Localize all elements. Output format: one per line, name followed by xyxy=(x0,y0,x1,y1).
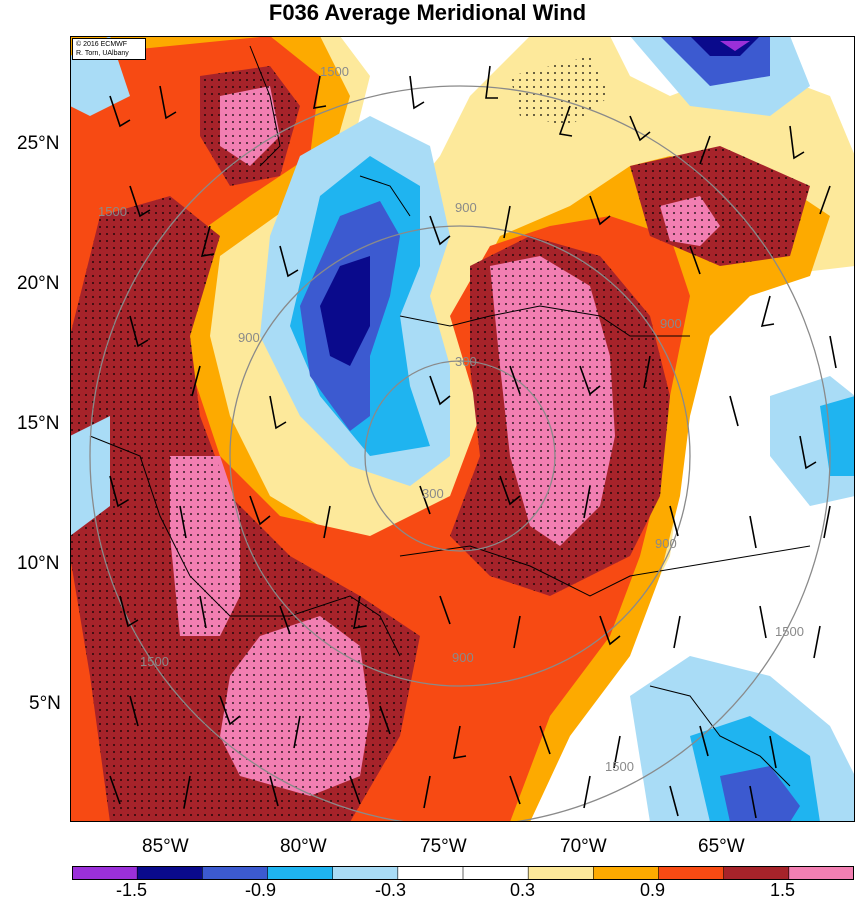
contour-label: 900 xyxy=(655,536,677,551)
contour-label: 1500 xyxy=(605,759,634,774)
lon-label: 65°W xyxy=(698,836,745,857)
colorbar-label: -0.9 xyxy=(245,880,277,900)
contour-label: 1500 xyxy=(98,204,127,219)
colorbar-label: -1.5 xyxy=(116,880,148,900)
contour-label: 900 xyxy=(238,330,260,345)
colorbar-cell xyxy=(136,866,204,880)
colorbar-cell xyxy=(723,866,790,880)
stipple-overlay xyxy=(70,56,810,822)
colorbar-label: 1.5 xyxy=(770,880,796,900)
colorbar-cell xyxy=(267,866,334,880)
lat-label: 20°N xyxy=(17,273,60,294)
colorbar-cell xyxy=(72,866,138,880)
lon-label: 70°W xyxy=(560,836,607,857)
lon-label: 85°W xyxy=(142,836,189,857)
lon-label: 80°W xyxy=(280,836,327,857)
credit-line: © 2016 ECMWF xyxy=(76,41,128,48)
colorbar-label: 0.9 xyxy=(640,880,666,900)
colorbar-cell xyxy=(593,866,660,880)
map-title: F036 Average Meridional Wind xyxy=(268,0,587,25)
lon-label: 75°W xyxy=(420,836,467,857)
credit-box: © 2016 ECMWF R. Torn, UAlbany xyxy=(72,38,146,60)
contour-label: 900 xyxy=(452,650,474,665)
colorbar-cell xyxy=(202,866,269,880)
lat-label: 5°N xyxy=(29,693,61,714)
colorbar-label: -0.3 xyxy=(375,880,407,900)
lat-label: 15°N xyxy=(17,413,60,434)
contour-label: 1500 xyxy=(140,654,169,669)
colorbar-cell xyxy=(397,866,464,880)
geopotential-contours xyxy=(89,85,831,822)
lat-label: 10°N xyxy=(17,553,60,574)
contour-label: 900 xyxy=(455,200,477,215)
credit-line: R. Torn, UAlbany xyxy=(76,50,129,57)
colorbar-cell xyxy=(462,866,529,880)
colorbar-cell xyxy=(527,866,595,880)
colorbar-label: 0.3 xyxy=(510,880,536,900)
lat-label: 25°N xyxy=(17,133,60,154)
meridional-wind-map: 300 300 900 900 900 900 900 1500 1500 15… xyxy=(70,36,855,822)
contour-label: 1500 xyxy=(775,624,804,639)
colorbar-cell xyxy=(658,866,725,880)
contour-label: 300 xyxy=(455,354,477,369)
wind-barbs xyxy=(109,65,837,819)
contour-label: 300 xyxy=(422,486,444,501)
colorbar xyxy=(72,866,854,880)
contour-label-group: 300 300 900 900 900 900 900 1500 1500 15… xyxy=(98,64,804,774)
colorbar-cell xyxy=(788,866,854,880)
contour-label: 900 xyxy=(660,316,682,331)
contour-label: 1500 xyxy=(320,64,349,79)
colorbar-cell xyxy=(332,866,399,880)
